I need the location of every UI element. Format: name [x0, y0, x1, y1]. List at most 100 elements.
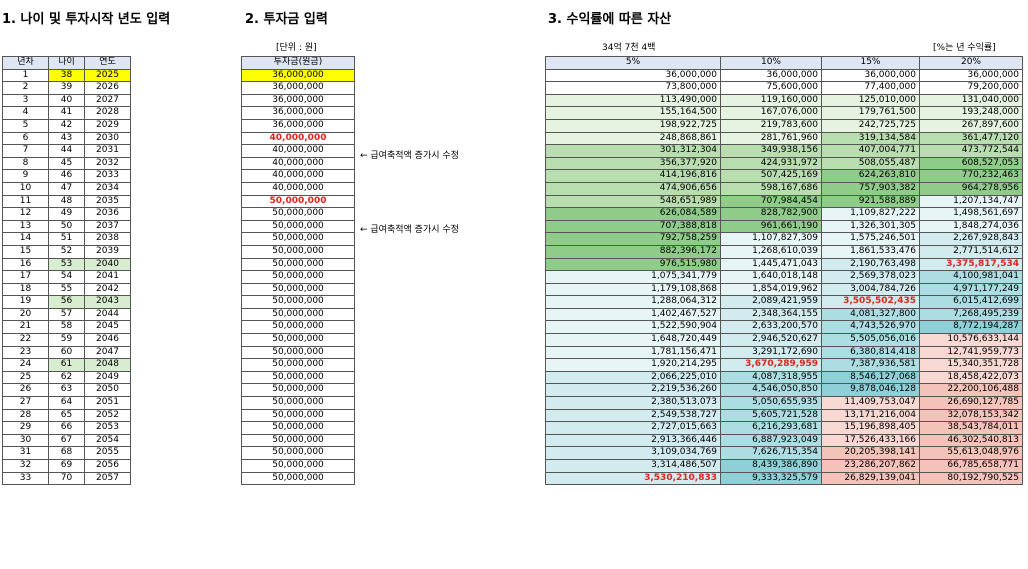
table-row: 16 53 2040 — [2, 257, 131, 272]
table-row: 2,549,538,727 5,605,721,528 13,171,216,004… — [545, 408, 1023, 423]
asset-cell-20: 18,458,422,073 — [919, 370, 1023, 385]
age-cell: 67 — [48, 433, 85, 448]
table-row: 50,000,000 — [241, 295, 355, 309]
year-count-cell: 30 — [2, 433, 49, 448]
asset-cell-10: 349,938,156 — [720, 144, 822, 158]
asset-cell-20: 1,207,134,747 — [919, 194, 1023, 209]
asset-cell-15: 921,588,889 — [821, 194, 920, 209]
year-count-cell: 20 — [2, 307, 49, 322]
table-row: 50,000,000 — [241, 370, 355, 385]
table-row: 20 57 2044 — [2, 307, 131, 322]
asset-cell-5: 2,549,538,727 — [545, 408, 721, 423]
asset-cell-15: 5,505,056,016 — [821, 333, 920, 347]
asset-cell-15: 757,903,382 — [821, 181, 920, 196]
year-cell: 2046 — [84, 333, 131, 347]
asset-cell-10: 961,661,190 — [720, 219, 822, 234]
asset-cell-20: 15,340,351,728 — [919, 358, 1023, 372]
age-cell: 46 — [48, 169, 85, 183]
asset-cell-5: 626,084,589 — [545, 207, 721, 221]
asset-cell-10: 2,633,200,570 — [720, 320, 822, 335]
principal-cell: 50,000,000 — [241, 207, 355, 221]
age-cell: 63 — [48, 383, 85, 398]
asset-cell-10: 6,887,923,049 — [720, 433, 822, 448]
age-cell: 42 — [48, 118, 85, 133]
year-cell: 2037 — [84, 219, 131, 234]
principal-cell: 50,000,000 — [241, 219, 355, 234]
header-rate-10: 10% — [720, 56, 822, 70]
principal-cell: 50,000,000 — [241, 446, 355, 460]
year-cell: 2055 — [84, 446, 131, 460]
table-row: 36,000,000 36,000,000 36,000,000 36,000,000 — [545, 68, 1023, 83]
principal-cell: 50,000,000 — [241, 358, 355, 372]
asset-cell-10: 4,087,318,955 — [720, 370, 822, 385]
asset-cell-5: 1,648,720,449 — [545, 333, 721, 347]
assets-table: 5% 10% 15% 20% 36,000,000 36,000,000 36,00… — [545, 56, 1023, 486]
asset-cell-5: 707,388,818 — [545, 219, 721, 234]
year-cell: 2047 — [84, 345, 131, 360]
asset-cell-10: 5,050,655,935 — [720, 396, 822, 410]
asset-cell-20: 32,078,153,342 — [919, 408, 1023, 423]
table-row: 3,314,486,507 8,439,386,890 23,286,207,862… — [545, 459, 1023, 473]
table-row: 3,109,034,769 7,626,715,354 20,205,398,141… — [545, 446, 1023, 460]
year-count-cell: 10 — [2, 181, 49, 196]
asset-cell-20: 1,498,561,697 — [919, 207, 1023, 221]
table-row: 25 62 2049 — [2, 370, 131, 385]
year-cell: 2052 — [84, 408, 131, 423]
age-cell: 47 — [48, 181, 85, 196]
table-row: 5 42 2029 — [2, 118, 131, 133]
principal-cell: 50,000,000 — [241, 370, 355, 385]
table-row: 155,164,500 167,076,000 179,761,500 193,248… — [545, 106, 1023, 120]
asset-cell-10: 7,626,715,354 — [720, 446, 822, 460]
year-cell: 2053 — [84, 421, 131, 435]
table-row: 1,402,467,527 2,348,364,155 4,081,327,800 7… — [545, 307, 1023, 322]
age-cell: 57 — [48, 307, 85, 322]
table-row: 50,000,000 — [241, 257, 355, 272]
asset-cell-20: 2,267,928,843 — [919, 232, 1023, 246]
asset-cell-10: 4,546,050,850 — [720, 383, 822, 398]
asset-cell-10: 36,000,000 — [720, 68, 822, 83]
asset-cell-10: 598,167,686 — [720, 181, 822, 196]
asset-cell-5: 36,000,000 — [545, 68, 721, 83]
year-cell: 2051 — [84, 396, 131, 410]
table-row: 1,648,720,449 2,946,520,627 5,505,056,016 1… — [545, 333, 1023, 347]
table-row: 73,800,000 75,600,000 77,400,000 79,200,000 — [545, 81, 1023, 95]
table-row: 28 65 2052 — [2, 408, 131, 423]
asset-cell-5: 548,651,989 — [545, 194, 721, 209]
table-row: 248,868,861 281,761,960 319,134,584 361,477… — [545, 131, 1023, 146]
header-year: 연도 — [84, 56, 131, 70]
asset-cell-5: 113,490,000 — [545, 93, 721, 108]
asset-cell-15: 77,400,000 — [821, 81, 920, 95]
year-count-cell: 23 — [2, 345, 49, 360]
asset-cell-20: 473,772,544 — [919, 144, 1023, 158]
table-row: 50,000,000 — [241, 244, 355, 259]
table-row: 50,000,000 — [241, 471, 355, 486]
principal-cell: 50,000,000 — [241, 333, 355, 347]
asset-cell-5: 474,906,656 — [545, 181, 721, 196]
age-cell: 52 — [48, 244, 85, 259]
asset-cell-5: 976,515,980 — [545, 257, 721, 272]
table-row: 976,515,980 1,445,471,043 2,190,763,498 3,3… — [545, 257, 1023, 272]
age-cell: 60 — [48, 345, 85, 360]
rate-note: [%는 년 수익률] — [933, 43, 996, 53]
principal-cell: 50,000,000 — [241, 421, 355, 435]
age-cell: 64 — [48, 396, 85, 410]
table-row: 50,000,000 — [241, 282, 355, 297]
asset-cell-5: 2,219,536,260 — [545, 383, 721, 398]
asset-cell-20: 2,771,514,612 — [919, 244, 1023, 259]
year-cell: 2043 — [84, 295, 131, 309]
year-count-cell: 14 — [2, 232, 49, 246]
table-row: 2,913,366,446 6,887,923,049 17,526,433,166… — [545, 433, 1023, 448]
asset-cell-20: 10,576,633,144 — [919, 333, 1023, 347]
year-count-cell: 19 — [2, 295, 49, 309]
year-count-cell: 7 — [2, 144, 49, 158]
asset-cell-15: 3,004,784,726 — [821, 282, 920, 297]
year-cell: 2032 — [84, 156, 131, 171]
table-row: 50,000,000 — [241, 383, 355, 398]
year-count-cell: 4 — [2, 106, 49, 120]
year-cell: 2049 — [84, 370, 131, 385]
year-count-cell: 1 — [2, 68, 49, 83]
asset-cell-15: 23,286,207,862 — [821, 459, 920, 473]
asset-cell-20: 6,015,412,699 — [919, 295, 1023, 309]
section-title-age: 1. 나이 및 투자시작 년도 입력 — [2, 12, 171, 27]
asset-cell-5: 301,312,304 — [545, 144, 721, 158]
